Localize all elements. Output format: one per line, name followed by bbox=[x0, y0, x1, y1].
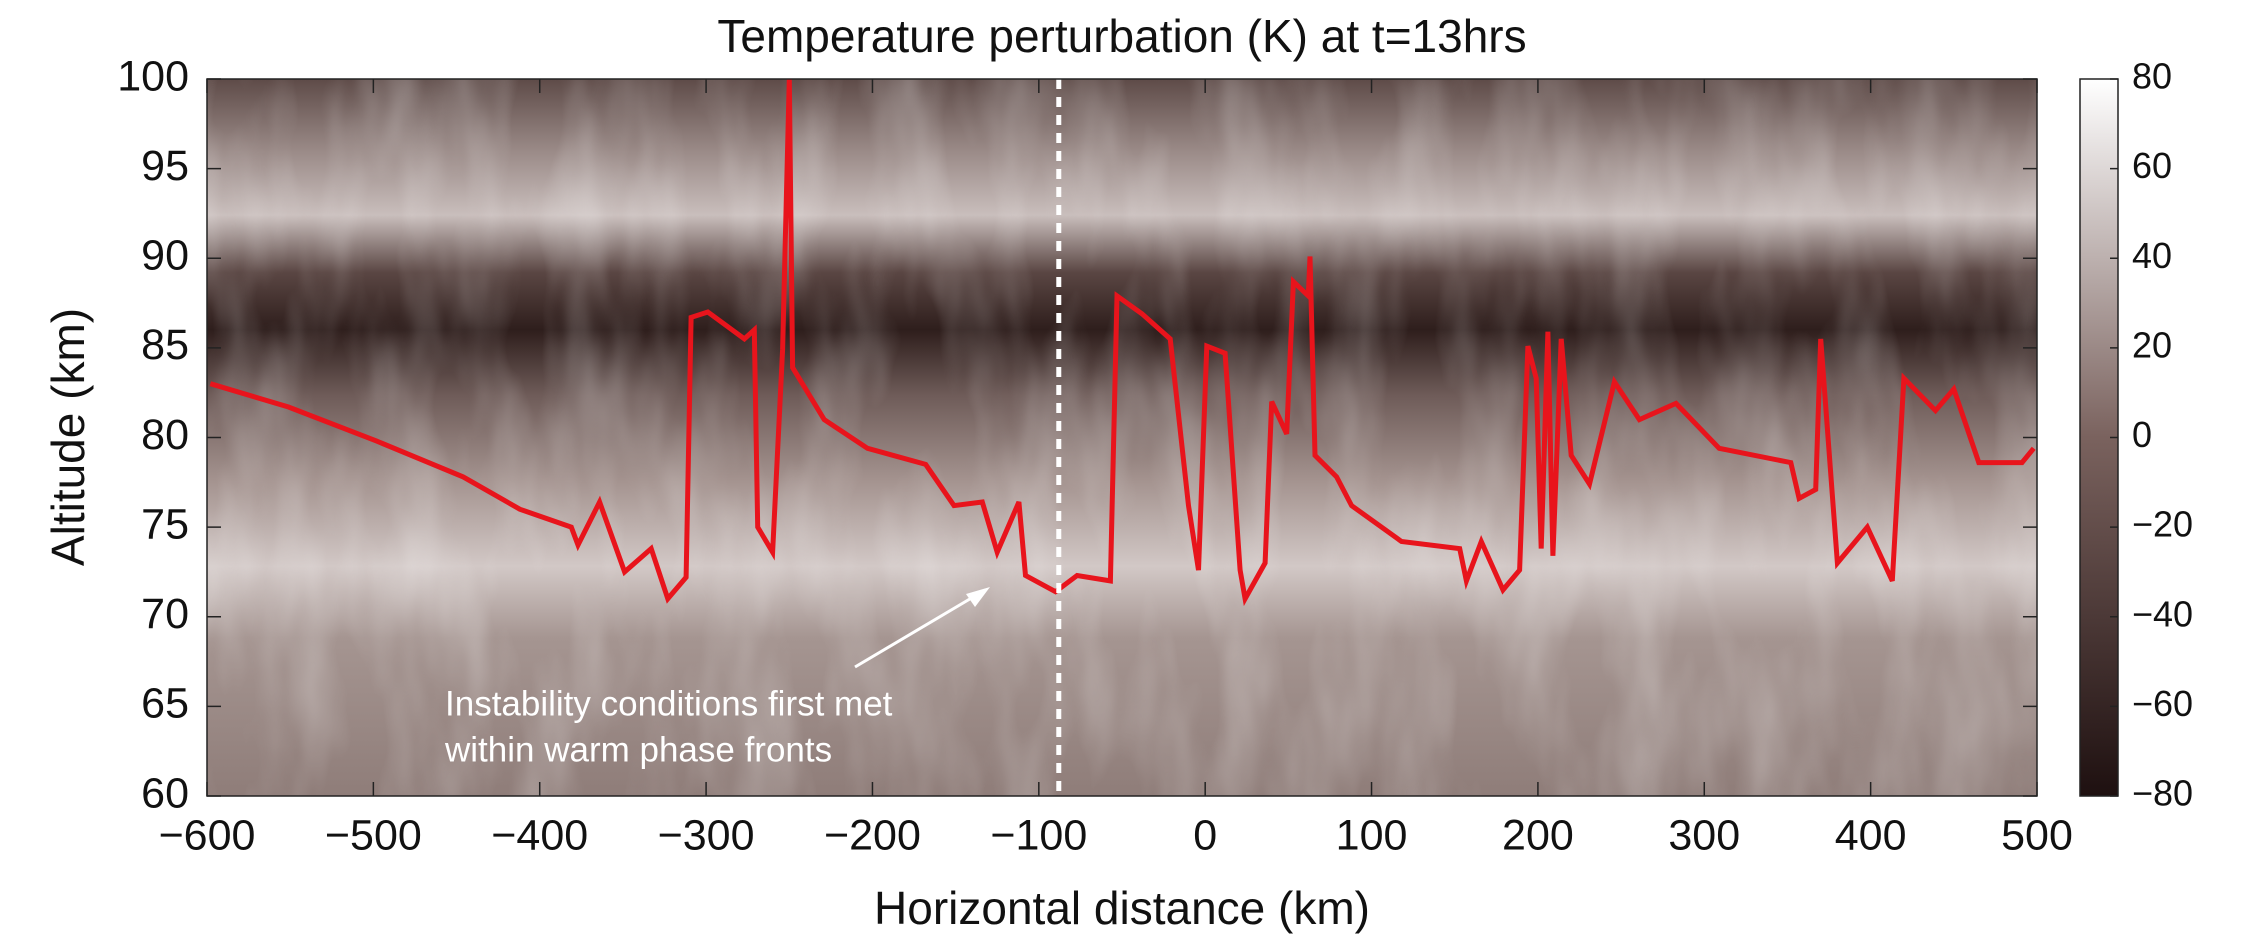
colorbar-tick-label: −40 bbox=[2132, 593, 2193, 634]
y-tick-label: 95 bbox=[141, 142, 189, 190]
x-tick-label: −200 bbox=[824, 811, 921, 859]
field-texture bbox=[207, 79, 2037, 796]
y-tick-label: 60 bbox=[141, 769, 189, 817]
x-tick-label: 500 bbox=[2001, 811, 2073, 859]
chart-title: Temperature perturbation (K) at t=13hrs bbox=[717, 10, 1526, 62]
x-tick-label: 300 bbox=[1668, 811, 1740, 859]
y-tick-label: 65 bbox=[141, 680, 189, 728]
x-tick-label: −300 bbox=[658, 811, 755, 859]
colorbar-tick-label: 40 bbox=[2132, 235, 2172, 276]
y-tick-label: 100 bbox=[117, 52, 189, 100]
x-tick-label: 400 bbox=[1835, 811, 1907, 859]
x-tick-label: −500 bbox=[325, 811, 422, 859]
y-tick-label: 80 bbox=[141, 411, 189, 459]
annotation-arrowhead bbox=[966, 587, 990, 607]
annotation-arrow bbox=[854, 588, 986, 669]
annotation-text: within warm phase fronts bbox=[444, 730, 832, 769]
annotation-text: Instability conditions first met bbox=[445, 684, 893, 723]
colorbar-tick-label: 60 bbox=[2132, 145, 2172, 186]
x-tick-label: −600 bbox=[159, 811, 256, 859]
x-tick-label: 100 bbox=[1336, 811, 1408, 859]
y-tick-label: 75 bbox=[141, 500, 189, 548]
colorbar-tick-label: −80 bbox=[2132, 773, 2193, 814]
y-tick-label: 85 bbox=[141, 321, 189, 369]
x-tick-label: 0 bbox=[1193, 811, 1217, 859]
x-tick-label: −100 bbox=[990, 811, 1087, 859]
colorbar-tick-label: 80 bbox=[2132, 56, 2172, 97]
colorbar-tick-label: 20 bbox=[2132, 324, 2172, 365]
x-tick-label: 200 bbox=[1502, 811, 1574, 859]
y-tick-label: 90 bbox=[141, 232, 189, 280]
temperature-field bbox=[207, 79, 2037, 796]
colorbar-tick-label: −20 bbox=[2132, 504, 2193, 545]
colorbar-tick-label: −60 bbox=[2132, 683, 2193, 724]
x-tick-label: −400 bbox=[491, 811, 588, 859]
y-axis-label: Altitude (km) bbox=[42, 308, 94, 566]
colorbar-tick-label: 0 bbox=[2132, 414, 2152, 455]
x-axis-label: Horizontal distance (km) bbox=[874, 882, 1370, 934]
data-line bbox=[209, 79, 2036, 607]
y-tick-label: 70 bbox=[141, 590, 189, 638]
